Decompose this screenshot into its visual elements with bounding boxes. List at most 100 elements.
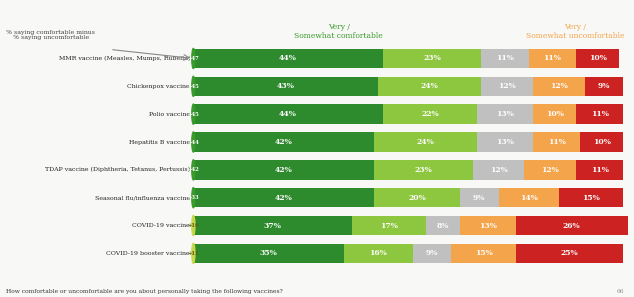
Text: 42%: 42% [275,138,293,146]
Bar [576,105,623,124]
Text: 66: 66 [617,289,624,294]
Text: 42%: 42% [275,194,293,202]
Bar [353,216,425,235]
Text: +33: +33 [188,195,199,200]
Text: TDAP vaccine (Diphtheria, Tetanus, Pertussis): TDAP vaccine (Diphtheria, Tetanus, Pertu… [45,167,190,173]
Text: +45: +45 [188,112,199,117]
Text: 35%: 35% [260,249,278,257]
Text: % saying comfortable minus
% saying uncomfortable: % saying comfortable minus % saying unco… [6,30,95,40]
Text: 12%: 12% [489,166,508,174]
Text: 11%: 11% [496,54,514,62]
Text: 26%: 26% [563,222,581,230]
Text: 25%: 25% [560,249,578,257]
Text: +42: +42 [188,167,199,172]
Text: 13%: 13% [479,222,497,230]
Bar [477,132,533,152]
Bar [533,132,580,152]
Bar [460,216,516,235]
Circle shape [192,76,195,96]
Bar [580,132,623,152]
Text: Chickenpox vaccine: Chickenpox vaccine [127,84,190,89]
Bar [193,105,382,124]
Bar [193,188,374,207]
Text: 23%: 23% [415,166,432,174]
Text: 11%: 11% [591,110,609,118]
Text: 11%: 11% [548,138,566,146]
Text: 17%: 17% [380,222,398,230]
Text: +44: +44 [188,140,199,145]
Bar [193,160,374,180]
Text: 10%: 10% [593,138,611,146]
Text: 11%: 11% [591,166,609,174]
Text: 15%: 15% [582,194,600,202]
Text: Hepatitis B vaccine: Hepatitis B vaccine [129,140,190,145]
Text: 11%: 11% [543,54,562,62]
Text: 8%: 8% [437,222,449,230]
Bar [382,49,481,68]
Bar [559,188,623,207]
Bar [533,77,585,96]
Bar [193,216,353,235]
Bar [516,216,628,235]
Text: 22%: 22% [421,110,439,118]
Text: 10%: 10% [546,110,564,118]
Text: Very /
Somewhat uncomfortable: Very / Somewhat uncomfortable [526,23,624,40]
Text: 24%: 24% [421,82,439,90]
Bar [344,244,413,263]
Bar [477,105,533,124]
Bar [576,49,619,68]
Bar [576,160,623,180]
Text: COVID-19 vaccine: COVID-19 vaccine [132,223,190,228]
Text: Polio vaccine: Polio vaccine [149,112,190,117]
Text: 14%: 14% [520,194,538,202]
Bar [374,132,477,152]
Text: MMR vaccine (Measles, Mumps, Rubella): MMR vaccine (Measles, Mumps, Rubella) [58,56,190,61]
Bar [451,244,516,263]
Text: 15%: 15% [475,249,493,257]
Bar [533,105,576,124]
Bar [413,244,451,263]
Text: Very /
Somewhat comfortable: Very / Somewhat comfortable [294,23,383,40]
Text: 44%: 44% [279,110,297,118]
Bar [374,188,460,207]
Bar [193,132,374,152]
Text: 12%: 12% [498,82,516,90]
Circle shape [192,104,195,124]
Text: Seasonal flu/influenza vaccine: Seasonal flu/influenza vaccine [95,195,190,200]
Bar [585,77,623,96]
Text: 9%: 9% [426,249,438,257]
Bar [193,77,378,96]
Text: +47: +47 [188,56,199,61]
Text: 13%: 13% [496,110,514,118]
Bar [382,105,477,124]
Text: 9%: 9% [598,82,611,90]
Text: 13%: 13% [496,138,514,146]
Bar [516,244,623,263]
Text: 16%: 16% [370,249,387,257]
Bar [460,188,499,207]
Bar [499,188,559,207]
Circle shape [192,160,195,180]
Bar [378,77,481,96]
Bar [524,160,576,180]
Text: 24%: 24% [417,138,434,146]
Text: 42%: 42% [275,166,293,174]
Text: 9%: 9% [473,194,486,202]
Circle shape [192,48,195,69]
Text: 37%: 37% [264,222,282,230]
Bar [193,49,382,68]
Bar [473,160,524,180]
Bar [481,49,529,68]
Circle shape [192,188,195,208]
Text: 43%: 43% [277,82,295,90]
Text: +16: +16 [188,223,199,228]
Circle shape [192,132,195,152]
Bar [481,77,533,96]
Bar [193,244,344,263]
Text: 12%: 12% [541,166,559,174]
Text: 23%: 23% [423,54,441,62]
Bar [529,49,576,68]
Text: How comfortable or uncomfortable are you about personally taking the following v: How comfortable or uncomfortable are you… [6,289,283,294]
Bar [374,160,473,180]
Text: +11: +11 [188,251,199,256]
